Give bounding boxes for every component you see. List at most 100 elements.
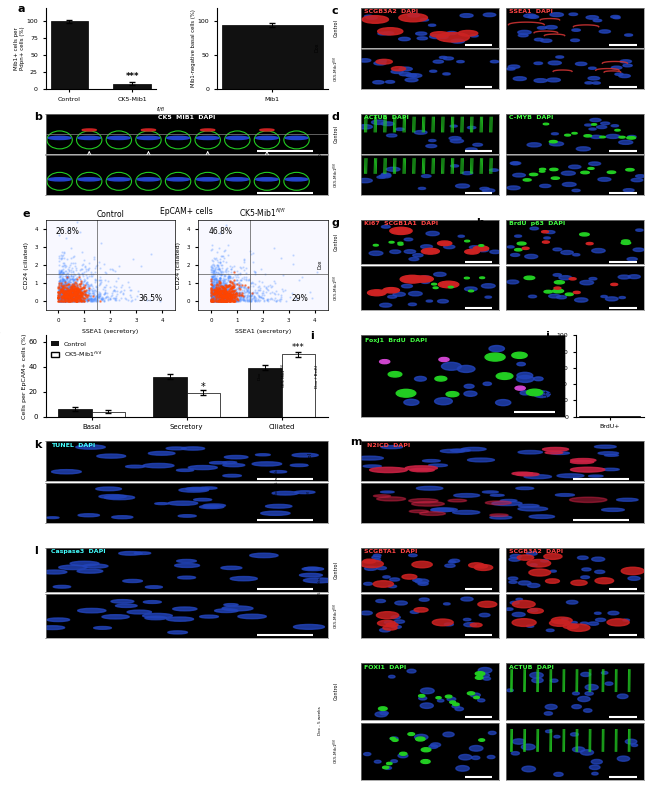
Point [233, 294, 244, 307]
Point [66, 290, 76, 303]
Point [227, 281, 237, 294]
Point [76, 291, 86, 303]
Point [57, 270, 67, 283]
Circle shape [552, 289, 564, 293]
Point [62, 286, 73, 299]
Point [70, 288, 80, 301]
Text: CK5-Mib1$^{fl/fl}$: CK5-Mib1$^{fl/fl}$ [280, 363, 289, 388]
Point [75, 293, 85, 306]
Point [53, 290, 64, 303]
Point [228, 294, 239, 307]
Point [55, 286, 65, 299]
Circle shape [420, 276, 431, 280]
Point [210, 292, 220, 305]
Point [214, 291, 225, 303]
Point [211, 273, 222, 286]
Point [207, 292, 217, 305]
Point [213, 286, 223, 299]
Circle shape [392, 626, 401, 629]
Point [210, 284, 220, 296]
Point [216, 250, 226, 262]
Point [245, 288, 255, 301]
Point [57, 293, 67, 306]
Point [127, 294, 137, 307]
Circle shape [143, 463, 174, 468]
Point [206, 281, 216, 293]
Point [209, 289, 220, 302]
Point [214, 288, 224, 301]
Point [60, 293, 71, 306]
Point [220, 292, 231, 304]
Point [206, 288, 216, 301]
Point [55, 271, 66, 284]
Point [57, 295, 67, 307]
Point [214, 281, 224, 294]
Point [70, 289, 80, 302]
Point [77, 292, 88, 304]
Point [63, 288, 73, 300]
Point [72, 284, 83, 297]
Point [206, 294, 216, 307]
Point [206, 293, 216, 306]
Point [78, 276, 88, 288]
Point [230, 288, 240, 300]
Point [85, 292, 96, 305]
Circle shape [402, 574, 417, 579]
Point [216, 294, 227, 307]
Point [212, 291, 222, 303]
Point [85, 292, 96, 304]
Circle shape [611, 284, 618, 285]
Point [214, 262, 224, 274]
Point [214, 283, 224, 296]
Point [59, 292, 70, 304]
Point [95, 277, 105, 290]
Point [64, 284, 75, 297]
Point [223, 282, 233, 295]
Circle shape [443, 732, 454, 737]
Point [244, 295, 254, 307]
Point [206, 294, 216, 307]
Circle shape [577, 556, 588, 559]
Point [85, 293, 96, 306]
Point [75, 291, 85, 303]
Point [61, 284, 72, 296]
Point [209, 292, 219, 305]
Point [217, 293, 228, 306]
Point [231, 294, 241, 307]
Point [222, 293, 232, 306]
Point [234, 286, 244, 299]
Point [76, 286, 86, 299]
Point [63, 293, 73, 306]
Point [65, 279, 75, 292]
Circle shape [450, 559, 460, 563]
Point [209, 284, 220, 297]
Point [60, 290, 71, 303]
Circle shape [589, 475, 603, 477]
Point [58, 292, 68, 305]
Point [72, 295, 83, 307]
Circle shape [619, 136, 625, 138]
Circle shape [540, 170, 545, 172]
Point [77, 287, 88, 299]
Point [155, 295, 165, 307]
Point [233, 282, 243, 295]
Point [220, 287, 231, 299]
Circle shape [142, 613, 172, 618]
Point [209, 283, 219, 296]
Point [207, 287, 218, 299]
Point [219, 295, 229, 307]
Circle shape [526, 625, 534, 627]
Point [54, 288, 64, 301]
Point [210, 281, 220, 294]
Point [231, 273, 242, 286]
Point [227, 279, 237, 292]
Point [103, 294, 113, 307]
Point [233, 277, 243, 290]
Point [221, 295, 231, 307]
Circle shape [461, 597, 473, 601]
Point [226, 263, 237, 276]
Point [68, 257, 78, 269]
Point [55, 281, 65, 294]
Point [214, 282, 225, 295]
Point [207, 293, 218, 306]
